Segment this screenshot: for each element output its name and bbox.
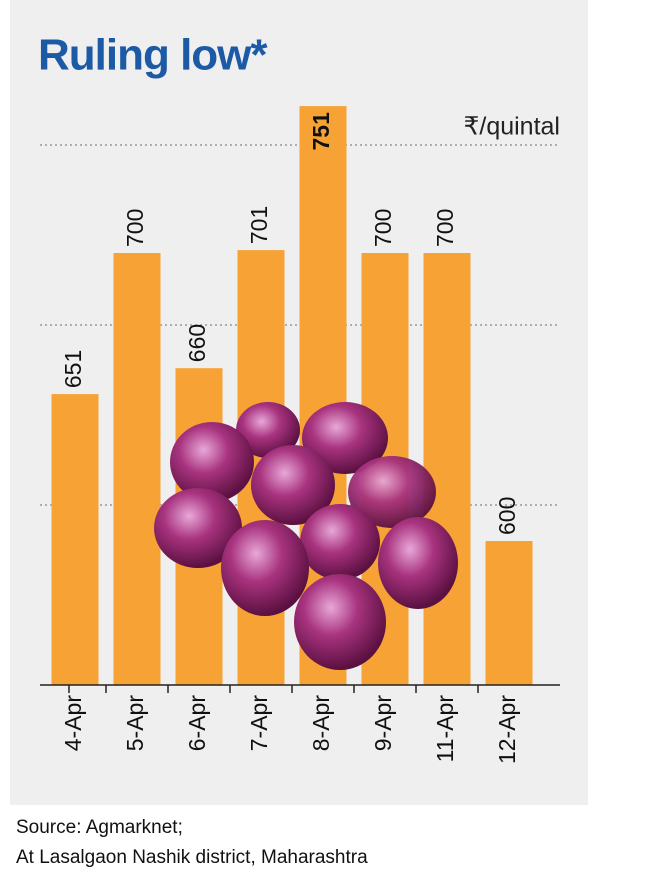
source-note: Source: Agmarknet;	[16, 817, 183, 838]
bar	[485, 541, 533, 685]
x-tick-label: 8-Apr	[308, 695, 334, 752]
value-label: 700	[122, 209, 148, 247]
bar	[51, 394, 99, 685]
bar	[423, 253, 471, 685]
x-tick-label: 11-Apr	[432, 695, 458, 763]
x-tick-label: 6-Apr	[184, 695, 210, 752]
x-tick-label: 4-Apr	[60, 695, 86, 752]
value-label: 600	[494, 497, 520, 535]
value-label: 751	[308, 112, 334, 151]
x-tick-label: 9-Apr	[370, 695, 396, 752]
source-note: At Lasalgaon Nashik district, Maharashtr…	[16, 847, 368, 868]
x-tick-label: 12-Apr	[494, 695, 520, 764]
value-label: 701	[246, 206, 272, 244]
y-axis-label: ₹/quintal	[463, 113, 560, 141]
value-label: 700	[370, 209, 396, 247]
chart-title: Ruling low*	[38, 31, 268, 80]
value-label: 660	[184, 324, 210, 362]
onion-image	[154, 402, 458, 670]
x-tick-label: 7-Apr	[246, 695, 272, 752]
x-tick-label: 5-Apr	[122, 695, 148, 752]
value-label: 700	[432, 209, 458, 247]
value-label: 651	[60, 350, 86, 388]
bar	[113, 253, 161, 685]
